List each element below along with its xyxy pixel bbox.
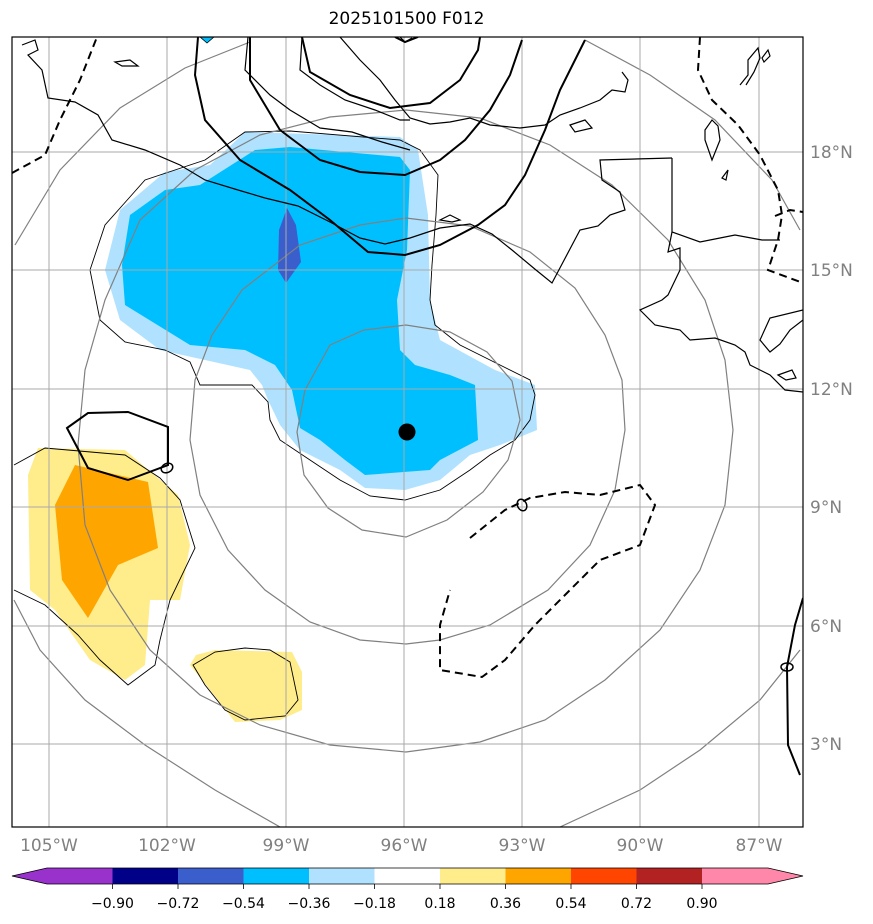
colorbar-tick: 0.90: [686, 896, 717, 912]
colorbar-tick: −0.54: [222, 896, 265, 912]
deep-blue-negative-region: [122, 147, 478, 475]
colorbar-segment: [112, 868, 178, 884]
colorbar-segment: [243, 868, 309, 884]
orange-positive-region-west: [55, 465, 158, 618]
colorbar-tick: −0.72: [157, 896, 200, 912]
colorbar-tick: 0.72: [621, 896, 652, 912]
thin-contours: [13, 130, 536, 721]
colorbar-tick: 0.18: [424, 896, 455, 912]
lat-label: 3°N: [810, 735, 842, 755]
lat-labels: 18°N 15°N 12°N 9°N 6°N 3°N: [810, 143, 853, 755]
colorbar: −0.90 −0.72 −0.54 −0.36 −0.18 0.18 0.36 …: [11, 867, 804, 912]
colorbar-segment: [440, 868, 506, 884]
colorbar-segment: [374, 868, 440, 884]
lon-labels: 105°W 102°W 99°W 96°W 93°W 90°W 87°W: [20, 836, 783, 856]
storm-center-marker: [398, 423, 416, 441]
coastlines: [21, 37, 803, 393]
colorbar-extend-high: [768, 868, 803, 884]
range-rings: [13, 39, 801, 827]
lon-label: 90°W: [617, 836, 664, 856]
colorbar-tick: 0.36: [490, 896, 521, 912]
colorbar-extend-low: [12, 868, 47, 884]
lat-label: 18°N: [810, 143, 853, 163]
colorbar-segment: [702, 868, 768, 884]
colorbar-segment: [178, 868, 244, 884]
colorbar-segment: [636, 868, 702, 884]
lat-label: 12°N: [810, 380, 853, 400]
edge-blue-sliver: [199, 37, 215, 44]
map-frame: [11, 36, 804, 828]
royal-blue-negative-region: [278, 208, 301, 283]
colorbar-tick: −0.18: [353, 896, 396, 912]
colorbar-tick: 0.54: [555, 896, 586, 912]
colorbar-segment: [47, 868, 113, 884]
yellow-positive-region-south: [190, 650, 302, 722]
contour-ring-small: [160, 462, 174, 474]
colorbar-segment: [505, 868, 571, 884]
map-area: [12, 37, 803, 827]
lon-label: 102°W: [138, 836, 196, 856]
contour-ring-small: [780, 662, 794, 672]
lat-label: 9°N: [810, 498, 842, 518]
thick-solid-contours: [65, 37, 803, 776]
lon-label: 87°W: [736, 836, 783, 856]
colorbar-segment: [309, 868, 375, 884]
contour-ring-small: [516, 498, 528, 512]
lat-label: 6°N: [810, 617, 842, 637]
lon-label: 105°W: [20, 836, 78, 856]
map-title: 2025101500 F012: [328, 9, 485, 29]
colorbar-segment: [571, 868, 637, 884]
colorbar-outline: [11, 867, 804, 885]
lon-label: 93°W: [499, 836, 546, 856]
colorbar-tick: −0.90: [91, 896, 134, 912]
lat-label: 15°N: [810, 261, 853, 281]
colorbar-tick: −0.36: [288, 896, 331, 912]
thick-dashed-contours: [12, 37, 803, 679]
lon-label: 99°W: [263, 836, 310, 856]
lon-label: 96°W: [381, 836, 428, 856]
